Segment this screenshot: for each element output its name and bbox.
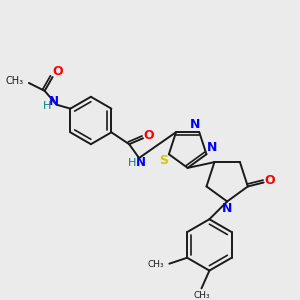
Text: H: H [128,158,136,168]
Text: N: N [207,141,218,154]
Text: N: N [222,202,232,215]
Text: CH₃: CH₃ [193,291,210,300]
Text: N: N [136,156,146,170]
Text: O: O [52,64,63,78]
Text: S: S [159,154,168,167]
Text: N: N [190,118,200,131]
Text: O: O [264,174,275,187]
Text: N: N [49,95,58,108]
Text: H: H [43,101,51,111]
Text: CH₃: CH₃ [6,76,24,86]
Text: O: O [144,129,154,142]
Text: CH₃: CH₃ [148,260,164,269]
